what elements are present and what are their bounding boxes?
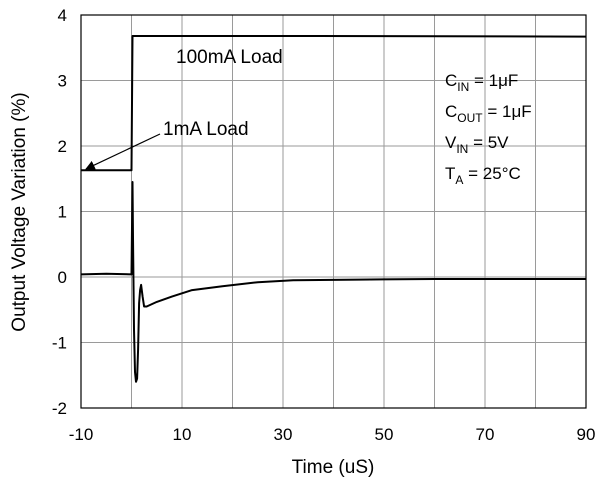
plot-frame [80,14,587,409]
x-tick-label: 70 [476,425,495,444]
condition-label: COUT = 1μF [445,102,532,125]
y-tick-label: 1 [58,203,67,222]
condition-label: CIN = 1μF [445,71,518,94]
test-conditions: CIN = 1μF COUT = 1μF VIN = 5V TA = 25°C [445,71,532,187]
series-line [81,35,587,172]
y-tick-label: 2 [58,137,67,156]
y-tick-label: 4 [58,6,67,25]
y-tick-label: -1 [52,334,67,353]
y-axis-label: Output Voltage Variation (%) [9,92,30,331]
x-tick-label: -10 [69,425,94,444]
x-tick-labels: -10 10 30 50 70 90 [69,425,595,444]
annotation-100ma-load: 100mA Load [176,47,283,68]
annotation-arrow [85,133,161,170]
x-tick-label: 50 [375,425,394,444]
x-tick-label: 90 [577,425,595,444]
series-line [80,181,586,383]
y-tick-labels: -2 -1 0 1 2 3 4 [52,6,67,418]
x-axis-label: Time (uS) [292,457,375,478]
annotation-1ma-load: 1mA Load [163,119,249,140]
y-tick-label: 0 [58,268,67,287]
x-tick-label: 30 [274,425,293,444]
condition-label: VIN = 5V [445,133,509,156]
condition-label: TA = 25°C [445,164,521,187]
y-tick-label: -2 [52,399,67,418]
y-tick-label: 3 [58,72,67,91]
x-tick-label: 10 [173,425,192,444]
data-series [80,35,587,383]
